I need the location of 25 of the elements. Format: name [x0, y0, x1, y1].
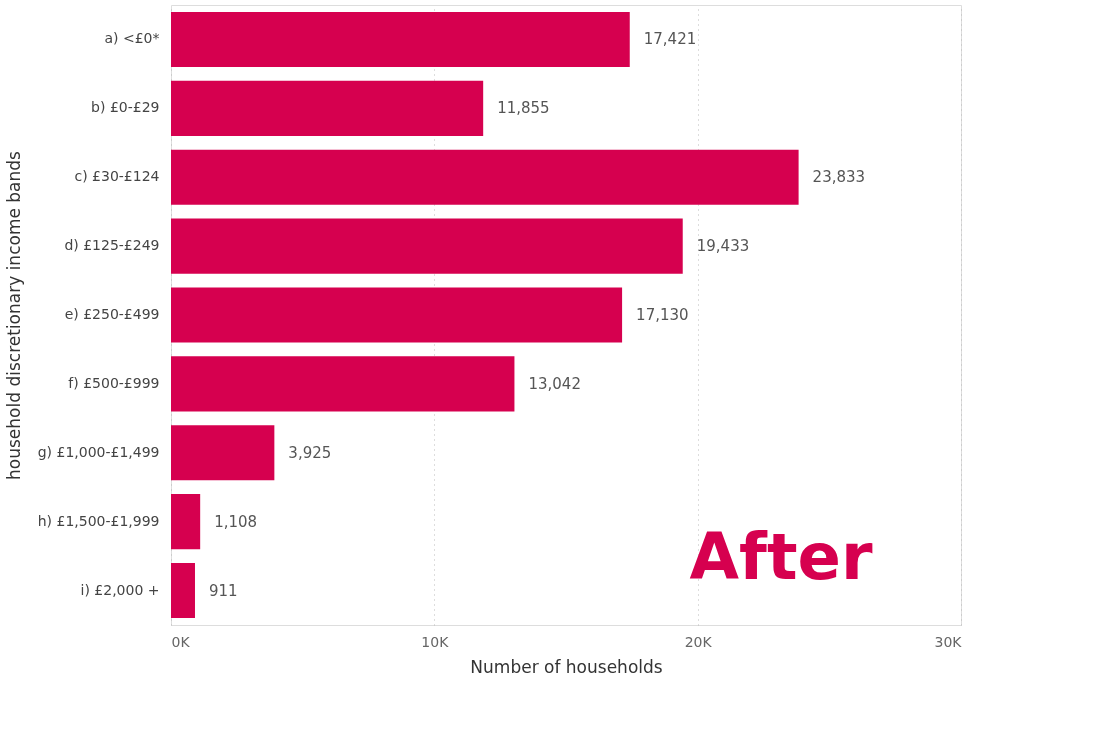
data-label: 19,433 — [696, 237, 750, 256]
x-tick-label: 30K — [934, 633, 963, 650]
y-tick-label: b) £0-£29 — [91, 99, 160, 116]
data-label: 17,130 — [636, 306, 689, 324]
x-axis-title: Number of households — [470, 656, 663, 677]
data-label: 23,833 — [812, 168, 866, 187]
annotation: After — [689, 520, 873, 594]
y-tick-label: h) £1,500-£1,999 — [37, 512, 160, 529]
y-tick-label: a) <£0* — [104, 30, 160, 47]
y-axis-title: household discretionary income bands — [3, 150, 24, 480]
data-label: 17,421 — [643, 30, 697, 49]
y-tick-label: g) £1,000-£1,499 — [37, 443, 160, 460]
data-label: 911 — [208, 581, 238, 600]
data-label: 1,108 — [214, 512, 258, 531]
x-tick-label: 10K — [421, 633, 450, 650]
data-label: 11,855 — [497, 99, 550, 118]
y-tick-label: i) £2,000 + — [80, 581, 160, 598]
y-tick-label: c) £30-£124 — [74, 168, 160, 185]
data-label: 3,925 — [288, 443, 332, 462]
data-label: 13,042 — [528, 374, 581, 393]
x-tick-label: 20K — [684, 633, 713, 650]
y-tick-label: f) £500-£999 — [68, 374, 160, 391]
y-tick-label: d) £125-£249 — [64, 237, 160, 254]
y-tick-label: e) £250-£499 — [64, 306, 160, 322]
x-tick-label: 0K — [171, 633, 191, 650]
